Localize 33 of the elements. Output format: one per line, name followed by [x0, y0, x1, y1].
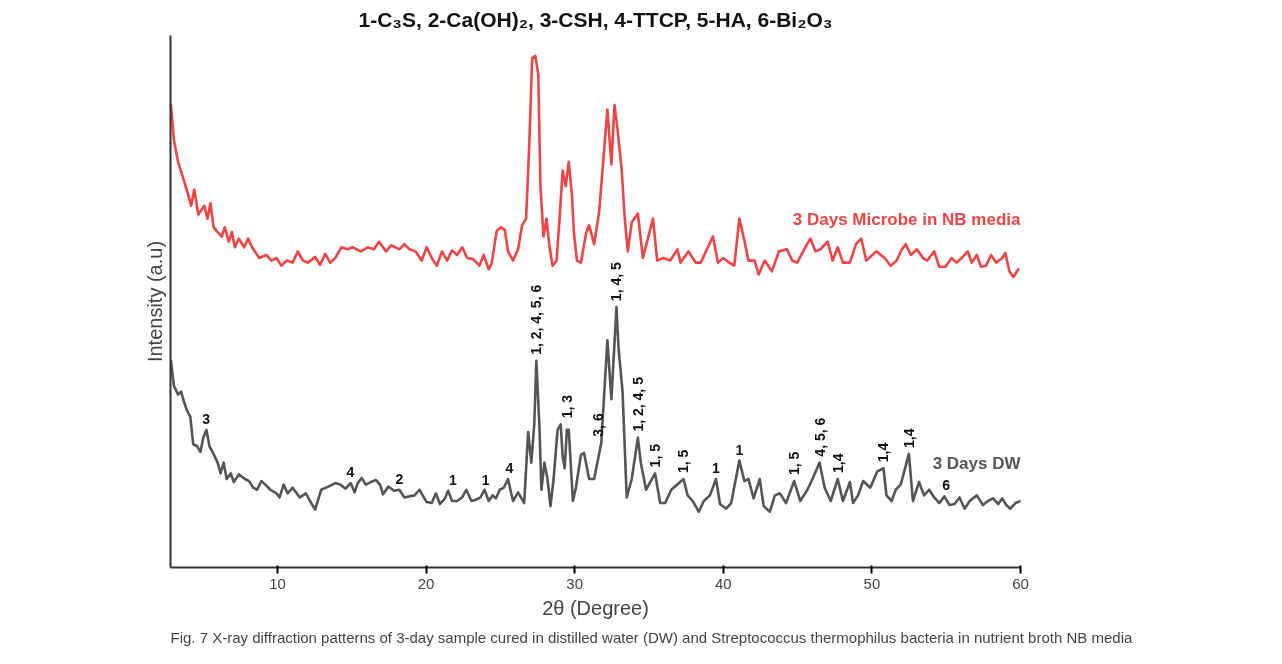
- x-tick-label: 30: [566, 574, 584, 592]
- x-tick-label: 10: [269, 574, 286, 592]
- annotation: 1, 2, 4, 5: [629, 376, 646, 432]
- annotation: 1, 4, 5: [608, 262, 625, 302]
- x-tick-label: 60: [1012, 574, 1029, 592]
- series-label: 3 Days Microbe in NB media: [792, 210, 1022, 230]
- y-axis-title: Intensity (a.u): [143, 240, 166, 363]
- annotation: 1, 3: [559, 394, 576, 419]
- caption: Fig. 7 X-ray diffraction patterns of 3-day sample cured in distilled water (DW) and Streptococcus thermophilus bacteria in nutrient broth NB media: [170, 628, 1133, 646]
- annotation: 1: [481, 471, 490, 488]
- x-tick-label: 40: [714, 574, 732, 592]
- annotation: 1,4: [875, 442, 892, 463]
- annotation: 1: [735, 441, 744, 458]
- annotation: 1: [448, 471, 457, 488]
- annotation: 1, 2, 4, 5, 6: [528, 284, 545, 355]
- x-tick-label: 50: [863, 574, 881, 592]
- annotation: 6: [942, 476, 951, 493]
- annotation: 1,4: [900, 428, 917, 448]
- annotation: 1, 5: [675, 449, 692, 473]
- annotation: 4, 5, 6: [811, 417, 828, 457]
- x-axis-title: 2θ (Degree): [542, 596, 649, 619]
- chart-title: 1-C₃S, 2-Ca(OH)₂, 3-CSH, 4-TTCP, 5-HA, 6-Bi₂O₃: [358, 7, 833, 31]
- annotation: 3: [202, 410, 211, 427]
- annotation: 3, 6: [590, 413, 607, 437]
- annotation: 4: [346, 464, 355, 481]
- annotation: 4: [505, 460, 514, 476]
- x-tick-label: 20: [417, 574, 435, 592]
- annotation: 1, 5: [786, 451, 803, 476]
- annotation: 1: [712, 460, 721, 476]
- annotation: 2: [395, 470, 404, 487]
- series-label: 3 Days DW: [932, 454, 1022, 474]
- annotation: 1,4: [829, 453, 846, 473]
- annotation: 1, 5: [647, 443, 664, 468]
